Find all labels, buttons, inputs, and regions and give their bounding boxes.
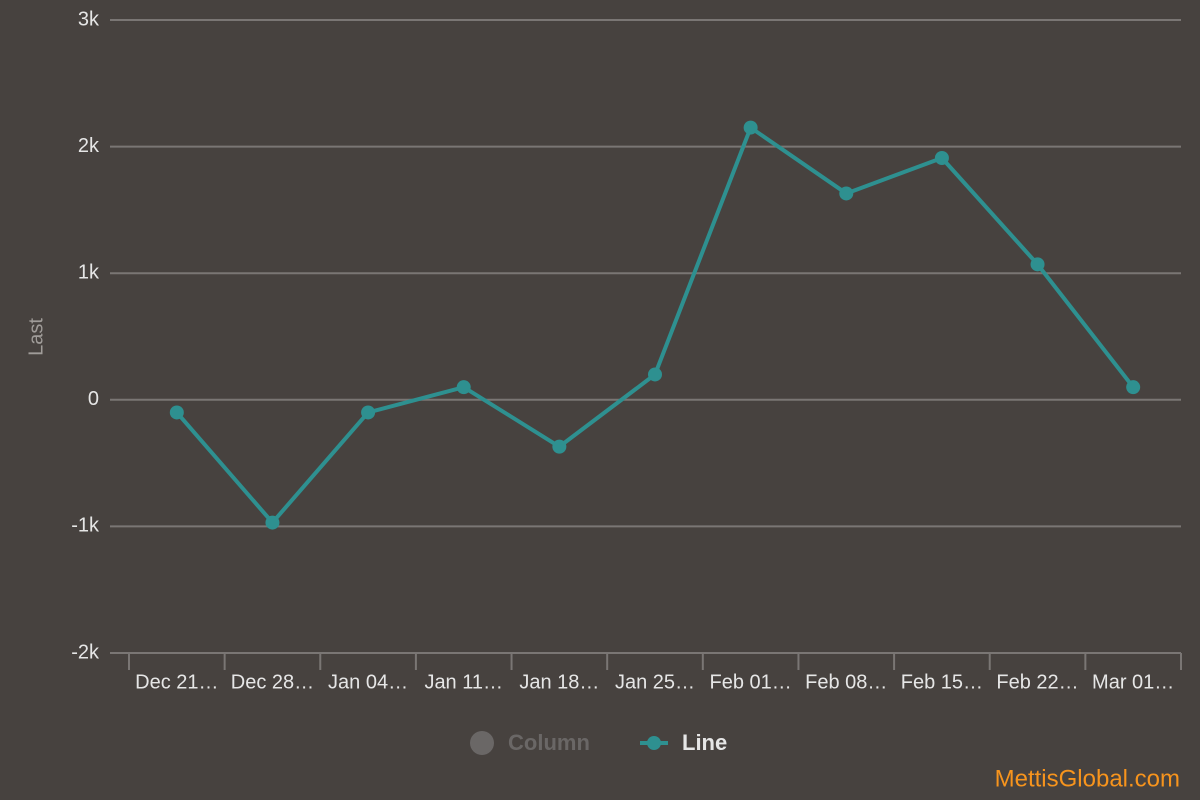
legend-marker[interactable]: [647, 736, 661, 750]
point: [169, 405, 184, 420]
credit[interactable]: MettisGlobal.com: [995, 765, 1180, 792]
x-tick-label: Dec 28…: [231, 671, 314, 693]
x-tick-label: Dec 21…: [135, 671, 218, 693]
y-tick-label: 0: [88, 388, 99, 410]
point: [361, 405, 376, 420]
point: [265, 515, 280, 530]
point: [1030, 257, 1045, 272]
point: [934, 150, 949, 165]
point: [456, 380, 471, 395]
legend-marker[interactable]: [470, 731, 494, 755]
x-tick-label: Feb 22…: [996, 671, 1078, 693]
y-tick-label: 3k: [78, 8, 100, 30]
legend-label[interactable]: Line: [682, 730, 727, 755]
x-tick-label: Jan 25…: [615, 671, 695, 693]
y-tick-label: 2k: [78, 135, 100, 157]
point: [552, 439, 567, 454]
x-tick-label: Jan 11…: [424, 671, 503, 693]
x-tick-label: Jan 18…: [519, 671, 599, 693]
y-tick-label: -2k: [71, 641, 100, 663]
y-tick-label: 1k: [78, 261, 100, 283]
point: [648, 367, 662, 382]
y-axis-title: Last: [25, 318, 47, 356]
x-tick-label: Feb 08…: [805, 671, 887, 693]
point: [839, 186, 854, 201]
x-tick-label: Feb 01…: [710, 671, 792, 693]
y-tick-label: -1k: [71, 515, 100, 537]
point: [1126, 380, 1141, 395]
legend-label[interactable]: Column: [508, 730, 590, 755]
x-tick-label: Jan 04…: [328, 671, 408, 693]
point: [743, 120, 758, 135]
x-tick-label: Mar 01…: [1092, 671, 1174, 693]
x-tick-label: Feb 15…: [901, 671, 983, 693]
